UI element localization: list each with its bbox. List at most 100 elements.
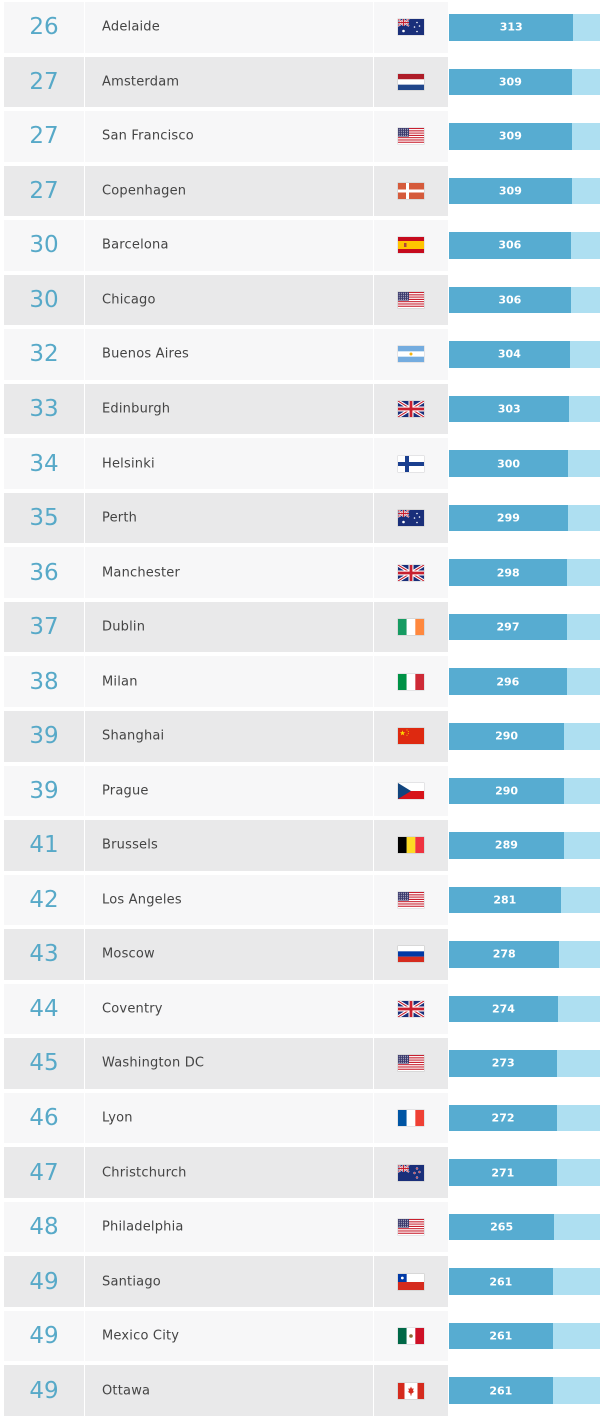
ranking-row: 34 Helsinki 300	[0, 436, 600, 491]
score-cell: 274	[449, 984, 600, 1035]
city-name: Brussels	[102, 837, 159, 853]
score-bar: 261	[449, 1322, 553, 1350]
city-name: Manchester	[102, 565, 181, 581]
rank-cell: 42	[4, 874, 84, 926]
score-cell: 309	[449, 111, 600, 162]
score-label: 290	[495, 784, 519, 798]
score-bar-track: 274	[449, 995, 600, 1023]
score-label: 273	[491, 1056, 515, 1070]
score-bar-track: 300	[449, 450, 600, 477]
ranking-row: 27 Amsterdam 309	[0, 55, 600, 110]
rank-number: 30	[29, 232, 59, 259]
city-cell: Brussels	[85, 820, 373, 871]
ranking-row: 49 Santiago 261	[0, 1254, 600, 1309]
score-cell: 309	[449, 166, 600, 217]
city-cell: Copenhagen	[85, 165, 373, 217]
score-bar-track: 309	[449, 123, 600, 150]
score-label: 261	[489, 1384, 513, 1398]
ranking-row: 49 Mexico City 261	[0, 1309, 600, 1364]
score-label: 299	[496, 511, 520, 525]
rank-number: 44	[29, 995, 59, 1022]
ranking-row: 39 Prague 290	[0, 764, 600, 819]
score-cell: 306	[449, 275, 600, 326]
score-bar-track: 306	[449, 232, 600, 259]
flag-cell	[374, 711, 448, 762]
city-name: Washington DC	[102, 1055, 205, 1071]
score-bar-track: 303	[449, 395, 600, 423]
score-bar: 303	[449, 395, 570, 423]
city-cell: Coventry	[85, 983, 373, 1035]
rank-cell: 33	[4, 383, 84, 435]
mexico-flag-icon	[398, 1328, 424, 1345]
score-bar-track: 261	[449, 1377, 600, 1404]
score-cell: 309	[449, 57, 600, 108]
rank-cell: 27	[4, 56, 84, 108]
rank-number: 30	[29, 286, 59, 313]
score-bar: 309	[449, 123, 572, 150]
score-bar-track: 289	[449, 832, 600, 859]
score-label: 297	[496, 620, 520, 634]
score-bar: 313	[449, 14, 574, 41]
flag-cell	[374, 765, 448, 817]
uk-flag-icon	[398, 564, 424, 581]
usa-flag-icon	[398, 1219, 424, 1236]
france-flag-icon	[398, 1110, 424, 1127]
score-cell: 299	[449, 493, 600, 544]
rank-number: 41	[29, 832, 59, 859]
score-label: 298	[496, 566, 520, 580]
score-bar-track: 261	[449, 1268, 600, 1295]
city-cell: Perth	[85, 492, 373, 544]
flag-cell	[374, 1310, 448, 1362]
flag-cell	[374, 1147, 448, 1198]
city-name: Dublin	[102, 619, 146, 635]
ranking-row: 45 Washington DC 273	[0, 1036, 600, 1091]
rank-cell: 37	[4, 601, 84, 653]
city-name: Ottawa	[102, 1383, 151, 1399]
score-bar: 298	[449, 559, 568, 586]
rank-cell: 38	[4, 656, 84, 707]
city-cell: Washington DC	[85, 1038, 373, 1089]
canada-flag-icon	[398, 1382, 424, 1399]
rank-number: 45	[29, 1050, 59, 1077]
flag-cell	[374, 2, 448, 53]
rank-cell: 27	[4, 165, 84, 217]
australia-flag-icon	[398, 510, 424, 527]
rank-cell: 45	[4, 1038, 84, 1089]
score-cell: 261	[449, 1256, 600, 1307]
rank-number: 46	[29, 1105, 59, 1132]
score-label: 309	[498, 75, 522, 89]
score-bar-track: 271	[449, 1159, 600, 1186]
score-label: 313	[499, 20, 523, 34]
rank-number: 27	[29, 123, 59, 150]
city-cell: Mexico City	[85, 1310, 373, 1362]
city-cell: Ottawa	[85, 1365, 373, 1416]
rank-cell: 34	[4, 438, 84, 489]
italy-flag-icon	[398, 673, 424, 690]
score-cell: 306	[449, 220, 600, 271]
uk-flag-icon	[398, 1000, 424, 1017]
flag-cell	[374, 929, 448, 980]
score-bar: 300	[449, 450, 569, 477]
rank-number: 27	[29, 68, 59, 95]
rank-number: 38	[29, 668, 59, 695]
ranking-row: 33 Edinburgh 303	[0, 382, 600, 437]
newzealand-flag-icon	[398, 1164, 424, 1181]
score-bar: 274	[449, 995, 558, 1023]
china-flag-icon	[398, 728, 424, 745]
score-label: 281	[493, 893, 517, 907]
score-bar-track: 309	[449, 177, 600, 205]
score-cell: 261	[449, 1311, 600, 1362]
rank-number: 34	[29, 450, 59, 477]
rank-cell: 32	[4, 329, 84, 380]
score-bar: 309	[449, 68, 572, 96]
netherlands-flag-icon	[398, 73, 424, 90]
flag-cell	[374, 1092, 448, 1144]
score-bar: 272	[449, 1104, 558, 1132]
rank-cell: 27	[4, 111, 84, 162]
score-cell: 265	[449, 1202, 600, 1253]
city-name: Milan	[102, 674, 138, 690]
score-bar-track: 309	[449, 68, 600, 96]
flag-cell	[374, 111, 448, 162]
rank-number: 39	[29, 723, 59, 750]
